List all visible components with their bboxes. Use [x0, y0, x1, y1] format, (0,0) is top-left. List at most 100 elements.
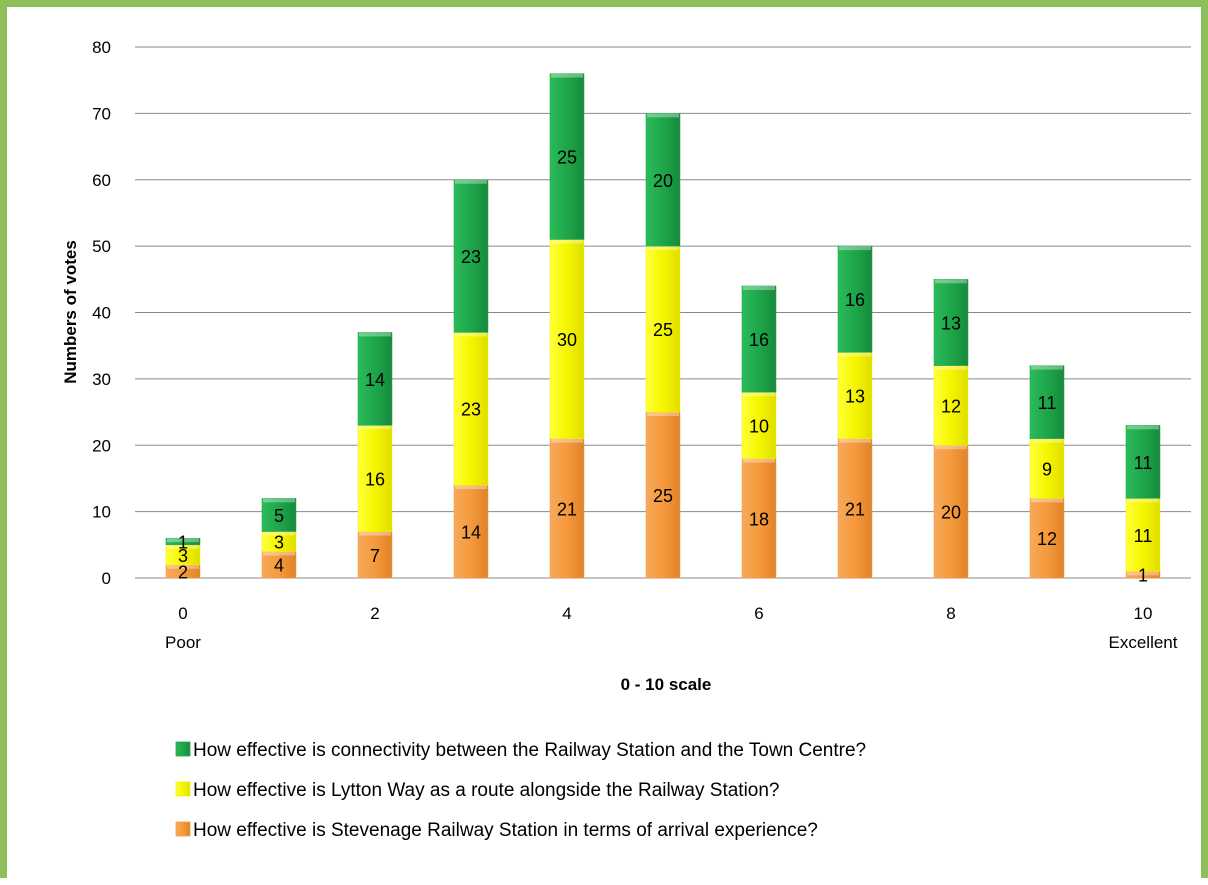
bar-segment — [837, 245, 873, 353]
data-label: 3 — [274, 532, 284, 552]
data-label: 23 — [461, 247, 481, 267]
bar-segment — [933, 365, 969, 446]
y-tick-label: 30 — [92, 370, 111, 389]
bar-segment-highlight — [167, 564, 199, 569]
x-tick-label: 2 — [370, 604, 379, 623]
bar-segment-highlight — [743, 285, 775, 290]
bar-segment — [645, 245, 681, 413]
bar-segment — [837, 352, 873, 439]
legend-label: How effective is connectivity between th… — [193, 740, 866, 761]
data-label: 21 — [557, 499, 577, 519]
x-axis-title: 0 - 10 scale — [621, 675, 712, 694]
bar-segment — [1029, 498, 1065, 579]
bar-segment — [837, 438, 873, 579]
bar-segment-highlight — [1127, 571, 1159, 576]
data-label: 16 — [365, 469, 385, 489]
data-label: 21 — [845, 499, 865, 519]
data-label: 11 — [1134, 453, 1153, 473]
bar-segment-highlight — [839, 246, 871, 251]
legend: How effective is connectivity between th… — [175, 740, 866, 841]
bar-segment — [1125, 425, 1161, 499]
data-label: 16 — [749, 330, 769, 350]
data-label: 25 — [557, 148, 577, 168]
bar-segment-highlight — [1031, 498, 1063, 503]
y-tick-label: 10 — [92, 503, 111, 522]
data-label: 2 — [178, 562, 188, 582]
bar-segment-highlight — [455, 332, 487, 337]
x-axis-ticks: 0 Poor 2 4 6 8 10 Excellent — [165, 604, 1178, 652]
bar-segment — [645, 113, 681, 247]
bar-segment — [165, 537, 201, 546]
bar-segment — [741, 285, 777, 393]
legend-swatch — [175, 741, 191, 757]
data-label: 5 — [274, 506, 284, 526]
bar-segment-highlight — [1031, 438, 1063, 443]
data-label: 1 — [1138, 566, 1148, 586]
data-label: 4 — [274, 556, 284, 576]
data-label: 16 — [845, 290, 865, 310]
y-tick-label: 70 — [92, 104, 111, 123]
bar-segment-highlight — [647, 113, 679, 118]
data-label: 12 — [1037, 529, 1057, 549]
x-tick-label: 0 Poor — [165, 604, 201, 652]
bar-segment — [1029, 438, 1065, 499]
data-label: 1 — [178, 532, 188, 552]
y-tick-label: 0 — [102, 569, 111, 588]
bar-segment — [549, 438, 585, 579]
bar-segment — [645, 411, 681, 579]
bar-segment-highlight — [167, 538, 199, 543]
bar-segment — [357, 531, 393, 579]
data-label: 25 — [653, 486, 673, 506]
bars — [165, 73, 1161, 579]
x-tick-label: 6 — [754, 604, 763, 623]
bar-segment-highlight — [1127, 498, 1159, 503]
stacked-bar-chart: 2314357161414232321302525252018101621131… — [61, 38, 1191, 841]
y-axis-title: Numbers of votes — [61, 240, 80, 384]
data-label: 14 — [461, 523, 481, 543]
data-label: 20 — [941, 503, 961, 523]
bar-segment-highlight — [551, 239, 583, 244]
y-tick-label: 80 — [92, 38, 111, 57]
bar-segment-highlight — [743, 458, 775, 463]
bar-segment-highlight — [359, 425, 391, 430]
bar-segment-highlight — [551, 438, 583, 443]
bar-segment — [453, 179, 489, 333]
bar-segment-highlight — [263, 531, 295, 536]
bar-segment — [933, 445, 969, 579]
data-label: 7 — [370, 546, 380, 566]
data-label: 18 — [749, 509, 769, 529]
bar-segment — [549, 73, 585, 240]
y-tick-label: 20 — [92, 436, 111, 455]
legend-label: How effective is Lytton Way as a route a… — [193, 780, 780, 801]
bar-segment-highlight — [839, 352, 871, 357]
y-tick-label: 40 — [92, 304, 111, 323]
x-tick-label: 10 Excellent — [1109, 604, 1178, 652]
data-label: 11 — [1134, 526, 1153, 546]
bar-segment-highlight — [935, 445, 967, 450]
bar-segment-highlight — [839, 438, 871, 443]
data-label: 25 — [653, 320, 673, 340]
data-label: 9 — [1042, 459, 1052, 479]
bar-segment — [453, 484, 489, 579]
bar-segment — [1029, 365, 1065, 439]
x-tick-label: 4 — [562, 604, 571, 623]
legend-label: How effective is Stevenage Railway Stati… — [193, 820, 818, 841]
bar-segment — [453, 332, 489, 486]
bar-segment — [261, 498, 297, 532]
data-label: 13 — [845, 386, 865, 406]
data-label: 10 — [749, 416, 769, 436]
data-label: 3 — [178, 546, 188, 566]
data-label: 13 — [941, 313, 961, 333]
bar-segment — [741, 458, 777, 579]
bar-segment-highlight — [1031, 365, 1063, 370]
bar-segment-highlight — [359, 531, 391, 536]
legend-swatch — [175, 781, 191, 797]
bar-segment-highlight — [455, 485, 487, 490]
data-labels: 2314357161414232321302525252018101621131… — [178, 148, 1152, 586]
bar-segment-highlight — [359, 332, 391, 337]
data-label: 20 — [653, 171, 673, 191]
bar-segment-highlight — [551, 73, 583, 78]
x-tick-label: 8 — [946, 604, 955, 623]
bar-segment-highlight — [647, 412, 679, 417]
